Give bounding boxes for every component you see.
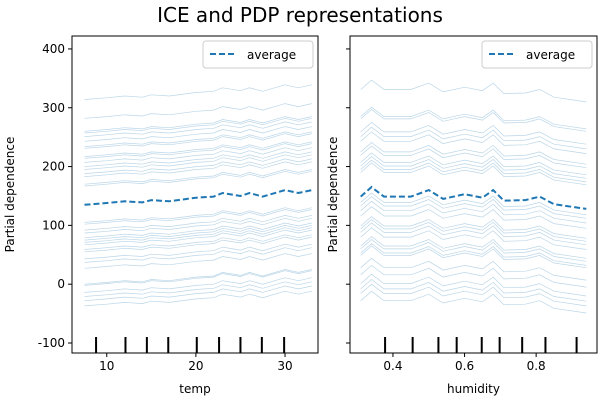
- ice-line: [84, 209, 312, 225]
- axes-frame: [349, 35, 598, 354]
- ice-line: [360, 290, 587, 314]
- legend-box: [202, 40, 314, 69]
- ice-line: [84, 234, 312, 250]
- ice-line: [84, 215, 312, 231]
- ice-line: [360, 131, 587, 154]
- y-tick-label: 100: [42, 218, 65, 232]
- y-tick-label: 300: [42, 101, 65, 115]
- legend-box: [481, 40, 593, 69]
- plot-area: [84, 84, 313, 353]
- x-axis-label: temp: [179, 382, 210, 396]
- ice-line: [84, 269, 312, 285]
- ice-line: [360, 106, 587, 130]
- ice-line: [84, 117, 312, 134]
- axes-frame: [71, 35, 319, 354]
- ice-line: [84, 229, 312, 246]
- ice-line: [360, 200, 587, 224]
- ice-line: [360, 239, 587, 262]
- x-tick-label: 0.6: [455, 359, 474, 373]
- ice-line: [84, 225, 312, 241]
- average-line: [84, 189, 313, 206]
- ice-line: [84, 222, 312, 239]
- ice-line: [84, 143, 312, 159]
- ice-line: [84, 227, 312, 243]
- y-axis-label: Partial dependence: [326, 137, 340, 253]
- legend: average: [481, 40, 593, 69]
- plot-area: [360, 79, 587, 353]
- ice-line: [84, 84, 312, 100]
- ice-line: [360, 142, 587, 165]
- panel-1: 10 20 30 -100 0 100 200 300 400 temp Partial depen…: [3, 35, 319, 396]
- ice-line: [360, 222, 587, 246]
- ice-line: [360, 264, 587, 288]
- ice-line: [84, 126, 312, 142]
- ice-line: [360, 227, 587, 250]
- figure-title: ICE and PDP representations: [157, 3, 443, 27]
- ice-line: [84, 217, 312, 234]
- ice-line: [360, 206, 587, 229]
- ice-line: [84, 158, 312, 174]
- ice-line: [360, 243, 587, 266]
- x-axis-label: humidity: [447, 382, 500, 396]
- ice-line: [360, 79, 587, 103]
- ice-line: [360, 126, 587, 150]
- x-tick-label: 0.4: [383, 359, 402, 373]
- ice-line: [84, 133, 312, 149]
- ice-line: [84, 116, 312, 132]
- ice-line: [360, 145, 587, 169]
- ice-line: [360, 236, 587, 259]
- legend: average: [202, 40, 314, 69]
- y-tick-label: -100: [38, 336, 65, 350]
- ice-line: [84, 253, 312, 269]
- x-tick-label: 10: [99, 359, 114, 373]
- ice-line: [84, 270, 312, 286]
- ice-line: [360, 273, 587, 297]
- ice-line: [360, 159, 587, 183]
- panel-2: 0.4 0.6 0.8 humidity Partial dependence avera…: [326, 35, 598, 396]
- ice-line: [84, 131, 312, 147]
- legend-label: average: [247, 48, 296, 62]
- ice-line: [84, 277, 312, 293]
- ice-line: [360, 219, 587, 242]
- ice-line: [360, 152, 587, 176]
- ice-line: [84, 236, 312, 253]
- y-tick-label: 400: [42, 42, 65, 56]
- ice-line: [84, 141, 312, 157]
- ice-line: [360, 283, 587, 307]
- ice-line: [360, 216, 587, 239]
- ice-line: [360, 192, 587, 216]
- ice-line: [84, 154, 312, 170]
- ice-line: [84, 285, 312, 302]
- ice-line: [360, 257, 587, 281]
- legend-label: average: [526, 48, 575, 62]
- x-tick-label: 30: [277, 359, 292, 373]
- ice-line: [360, 162, 587, 186]
- ice-line: [360, 196, 587, 219]
- y-tick-label: 200: [42, 160, 65, 174]
- ice-line: [84, 169, 312, 185]
- ice-line: [84, 151, 312, 167]
- y-axis-label: Partial dependence: [3, 137, 17, 253]
- x-tick-label: 20: [188, 359, 203, 373]
- ice-line: [84, 170, 312, 187]
- ice-line: [360, 109, 587, 132]
- ice-line: [84, 121, 312, 137]
- ice-line: [84, 207, 312, 223]
- y-tick-label: 0: [57, 277, 65, 291]
- ice-line: [360, 156, 587, 179]
- ice-line: [360, 245, 587, 269]
- x-tick-label: 0.8: [527, 359, 546, 373]
- ice-line: [84, 147, 312, 163]
- ice-line: [84, 103, 312, 119]
- ice-line: [84, 247, 312, 263]
- ice-line: [84, 161, 312, 177]
- ice-line: [360, 122, 587, 145]
- ice-line: [84, 281, 312, 297]
- ice-line: [84, 243, 312, 260]
- ice-line: [360, 279, 587, 302]
- ice-line: [84, 290, 312, 307]
